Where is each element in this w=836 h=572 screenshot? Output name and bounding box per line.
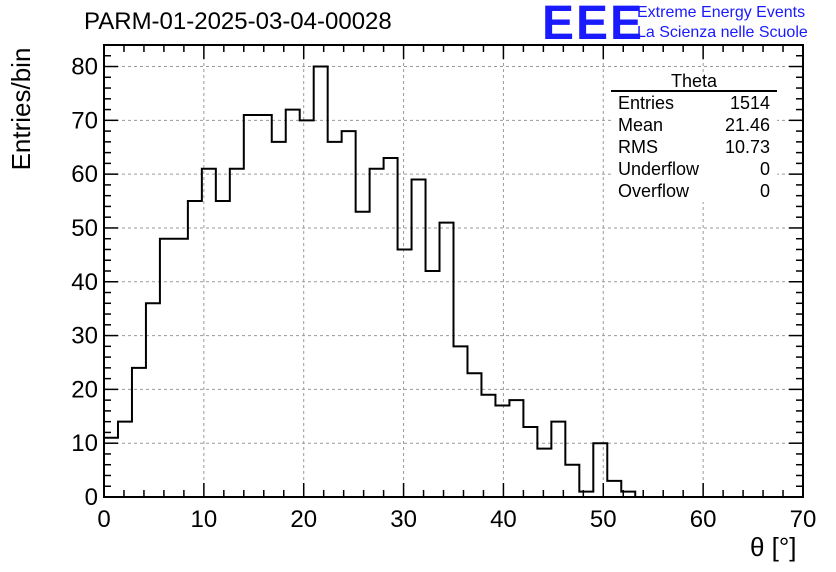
histogram-bin [454,346,468,497]
x-tick-label: 60 [690,506,717,533]
chart-title: PARM-01-2025-03-04-00028 [84,8,392,35]
stats-row-overflow: Overflow 0 [611,180,777,202]
histogram-bin [426,271,440,497]
histogram-bin [146,303,160,497]
axis-tick-labels: 0 10 20 30 40 50 60 70 0 10 20 30 40 50 60 70 80 [71,54,816,533]
stats-box: Theta Entries 1514 Mean 21.46 RMS 10.73 … [611,72,777,202]
stats-row-mean: Mean 21.46 [611,114,777,136]
x-tick-label: 0 [97,506,110,533]
x-tick-label: 10 [191,506,218,533]
x-tick-label: 70 [790,506,817,533]
stats-label: Underflow [618,159,700,179]
logo-caption-line1: Extreme Energy Events [637,4,806,21]
x-tick-label: 40 [490,506,517,533]
histogram-bin [188,201,202,497]
histogram-bin [551,422,565,497]
histogram-bin [467,373,481,497]
logo-caption: Extreme Energy Events La Scienza nelle S… [637,3,808,43]
stats-value: 10.73 [724,137,770,157]
stats-value: 1514 [729,93,770,113]
histogram-outline [104,65,650,498]
stats-title: Theta [611,72,777,92]
stats-label: RMS [618,137,658,157]
histogram-bin [398,249,412,497]
histogram-bin [132,368,146,497]
stats-row-entries: Entries 1514 [611,92,777,114]
y-tick-label: 10 [71,430,98,457]
y-tick-label: 50 [71,215,98,242]
histogram-bin [370,169,384,497]
eee-logo-icon: EEE [542,0,645,50]
histogram-bin [481,395,495,497]
y-tick-label: 70 [71,107,98,134]
histogram-bin [356,212,370,497]
y-tick-label: 60 [71,161,98,188]
stats-label: Entries [618,93,675,113]
histogram-bin [328,142,342,497]
histogram-bin [286,110,300,497]
histogram-bin [440,223,454,497]
y-tick-label: 40 [71,269,98,296]
stats-label: Overflow [618,181,690,201]
histogram-bin [593,443,607,497]
histogram-bin [160,239,174,497]
stats-row-rms: RMS 10.73 [611,136,777,158]
histogram-bin [118,422,132,497]
histogram-bin [300,120,314,497]
stats-value: 0 [759,181,770,201]
axis-ticks [103,44,804,498]
histogram-bin [244,115,258,497]
x-tick-label: 30 [390,506,417,533]
stats-value: 0 [759,159,770,179]
x-tick-label: 50 [590,506,617,533]
histogram-bin [384,158,398,497]
y-tick-label: 0 [85,484,98,511]
histogram-bin [523,427,537,497]
histogram-bin [607,481,621,497]
histogram-bin [565,465,579,497]
y-axis-label: Entries/bin [6,47,36,171]
stats-value: 21.46 [724,115,770,135]
histogram-bin [537,449,551,497]
logo-caption-line2: La Scienza nelle Scuole [637,24,808,41]
y-tick-label: 20 [71,376,98,403]
histogram-bin [230,169,244,497]
histogram-bin [495,406,509,497]
histogram-bin [258,115,272,497]
histogram-bin [412,180,426,497]
histogram-bin [509,400,523,497]
stats-row-underflow: Underflow 0 [611,158,777,180]
histogram-bin [174,239,188,497]
histogram-bin [104,438,118,497]
histogram-bin [216,201,230,497]
y-tick-label: 80 [71,54,98,81]
histogram-bin [342,131,356,497]
x-tick-label: 20 [290,506,317,533]
y-tick-label: 30 [71,323,98,350]
histogram-bin [272,142,286,497]
x-axis-label: θ [°] [750,532,797,562]
stats-label: Mean [618,115,664,135]
